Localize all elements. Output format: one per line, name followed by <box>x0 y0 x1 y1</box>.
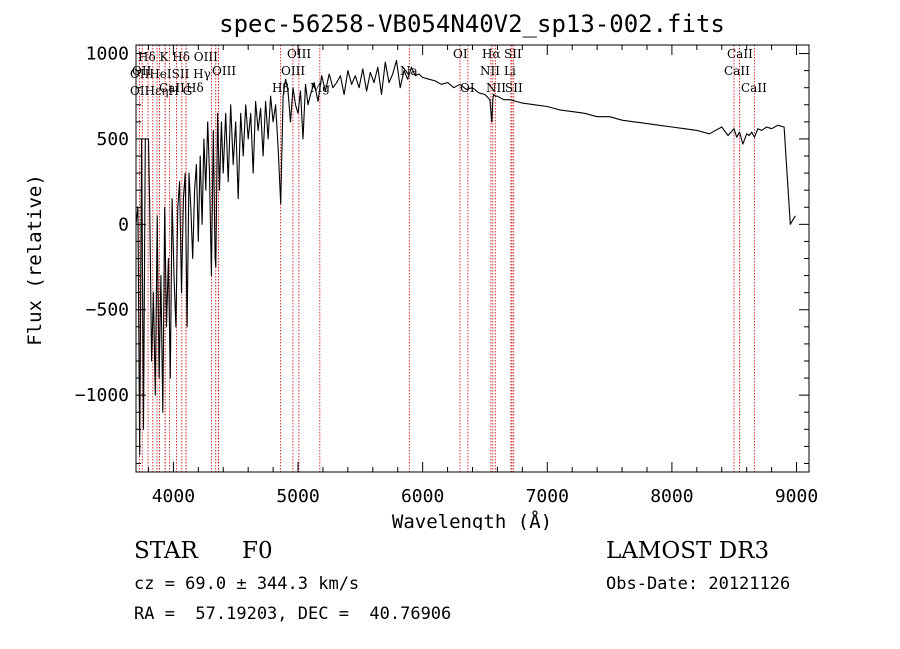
y-tick-label: 500 <box>96 129 129 150</box>
spectrum-chart: spec-56258-VB054N40V2_sp13-002.fits CaII… <box>24 10 818 530</box>
coordinates-text: RA = 57.19203, DEC = 40.76906 <box>134 604 452 624</box>
spectral-line-label-group: OIIHeISII Hγ <box>130 67 211 81</box>
plot-frame <box>135 44 810 473</box>
spectral-line-label: Li <box>504 64 516 78</box>
spectral-line-label-group: Hδ K Hδ OIII <box>138 50 218 64</box>
axes-layer: 4000 5000 6000 7000 8000 9000 −1000 −500 0 500 100… <box>75 44 818 507</box>
chart-title: spec-56258-VB054N40V2_sp13-002.fits <box>219 10 725 38</box>
y-axis-label: Flux (relative) <box>24 174 46 346</box>
obs-date-text: Obs-Date: 20121126 <box>606 574 791 594</box>
x-tick-label: 9000 <box>775 486 818 507</box>
spectral-line-label: Na <box>400 64 418 78</box>
y-tick-label: −1000 <box>75 385 129 406</box>
x-axis-label: Wavelength (Å) <box>392 510 552 530</box>
x-tick-label: 5000 <box>276 486 319 507</box>
spectrum-layer <box>135 59 796 456</box>
spectral-line-label: CaII <box>741 81 767 95</box>
survey-name: LAMOST DR3 <box>606 538 770 564</box>
spectral-line-label: NII <box>480 64 500 78</box>
spectral-line-label: OI <box>460 81 475 95</box>
spectral-line-label: CaII <box>724 64 750 78</box>
y-tick-label: −500 <box>86 300 129 321</box>
spectrum-line <box>135 59 796 456</box>
spectral-line-label: OIII <box>212 64 236 78</box>
spectral-line-label: OII <box>132 64 152 78</box>
spectral-line-label-group: OIHεηH G <box>130 84 192 98</box>
spectral-line-label: OIII <box>281 64 305 78</box>
x-tick-label: 4000 <box>152 486 195 507</box>
spectral-line-label: NII <box>486 81 506 95</box>
x-tick-label: 6000 <box>401 486 444 507</box>
spectral-line-label: CaII <box>159 81 185 95</box>
spectral-line-label: OI <box>453 47 468 61</box>
x-tick-label: 8000 <box>650 486 693 507</box>
object-subclass: F0 <box>242 538 273 564</box>
spectral-line-label: SII <box>504 47 522 61</box>
y-tick-label: 0 <box>118 214 129 235</box>
x-tick-label: 7000 <box>526 486 569 507</box>
spectral-line-label: OIII <box>287 47 311 61</box>
redshift-text: cz = 69.0 ± 344.3 km/s <box>134 574 360 594</box>
spectral-line-label: CaII <box>727 47 753 61</box>
object-class: STAR <box>134 538 198 564</box>
spectral-line-label: Hα <box>482 47 501 61</box>
y-tick-label: 1000 <box>86 44 129 65</box>
spectral-line-label: SII <box>505 81 523 95</box>
spectral-line-label: Hδ <box>186 81 204 95</box>
